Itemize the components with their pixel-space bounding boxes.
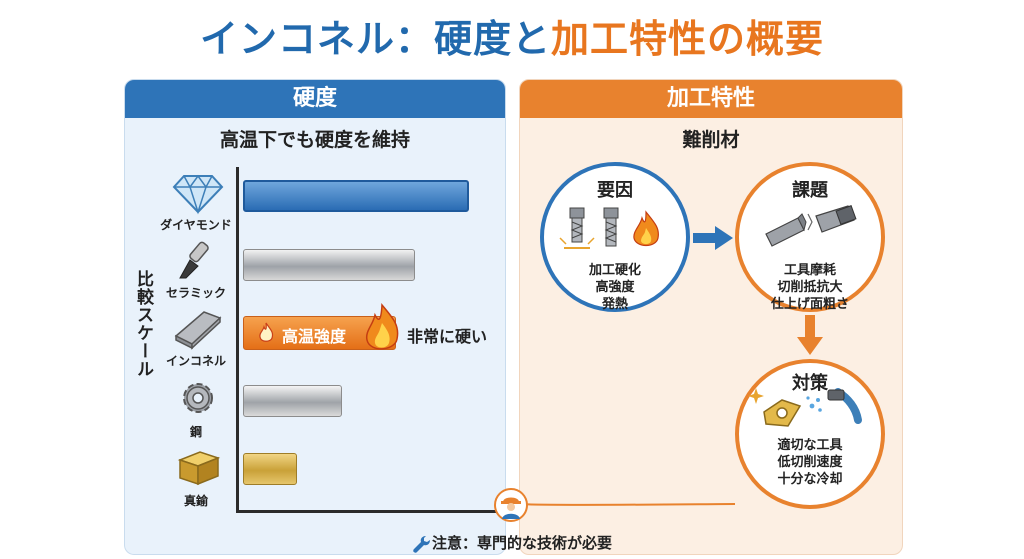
hardness-bar-brass: [243, 453, 297, 485]
hardness-bar-diamond: [243, 180, 469, 212]
fix-title: 対策: [792, 373, 828, 394]
cause-line-3: 発熱: [601, 297, 628, 312]
gear-icon: [183, 383, 213, 413]
footer-note: 注意：専門的な技術が必要: [0, 532, 1024, 554]
scale-label: 比較スケール: [133, 270, 153, 378]
issue-circle: [735, 162, 885, 312]
inconel-bar-text: 高温強度: [282, 327, 347, 346]
flame-icon-small: [259, 322, 274, 342]
material-label-inconel: インコネル: [165, 354, 226, 368]
connector-line: [519, 503, 736, 506]
fix-line-2: 低切削速度: [777, 455, 843, 470]
wrench-icon: [413, 535, 430, 553]
cause-lines: 加工硬化 高強度 発熱: [540, 262, 690, 313]
inconel-note: 非常に硬い: [407, 327, 488, 346]
footer-note-text: 注意：専門的な技術が必要: [431, 534, 612, 552]
material-label-ceramic: セラミック: [165, 286, 226, 300]
cause-title: 要因: [597, 180, 633, 201]
page-title: インコネル：硬度と加工特性の概要: [0, 8, 1024, 63]
fix-line-1: 適切な工具: [777, 438, 843, 453]
cause-line-2: 高強度: [595, 280, 635, 295]
material-label-steel: 鋼: [189, 425, 202, 439]
issue-line-2: 切削抵抗大: [777, 280, 843, 295]
issue-line-3: 仕上げ面粗さ: [770, 297, 849, 312]
material-label-brass: 真鍮: [183, 494, 208, 508]
issue-line-1: 工具摩耗: [783, 263, 836, 278]
machining-subtitle: 難削材: [682, 129, 740, 151]
title-part-2: 加工特性の概要: [551, 17, 825, 61]
ceramic-knife-icon: [179, 241, 209, 279]
flame-icon-large: [365, 303, 399, 350]
material-label-diamond: ダイヤモンド: [160, 218, 232, 232]
fix-lines: 適切な工具 低切削速度 十分な冷却: [735, 437, 885, 488]
chart-axis-vertical: [236, 167, 239, 512]
broken-tool-icon: [765, 205, 857, 247]
end-mill-heat-icon: [559, 207, 659, 249]
hardness-panel-header: 硬度: [125, 80, 505, 118]
hardness-bar-steel: [243, 385, 342, 417]
insert-coolant-icon: [748, 388, 862, 427]
brass-block-icon: [177, 451, 221, 486]
arrow-down-icon: [797, 315, 823, 355]
machining-panel-header: 加工特性: [520, 80, 902, 118]
chart-axis-horizontal: [236, 510, 504, 513]
cause-line-1: 加工硬化: [588, 263, 641, 278]
issue-lines: 工具摩耗 切削抵抗大 仕上げ面粗さ: [735, 262, 885, 313]
worker-icon: [494, 488, 528, 522]
fix-circle: [735, 359, 885, 509]
fix-line-3: 十分な冷却: [777, 472, 843, 487]
arrow-right-icon: [693, 226, 733, 250]
hardness-bar-ceramic: [243, 249, 415, 281]
hardness-subtitle: 高温下でも硬度を維持: [219, 129, 410, 151]
title-part-1: インコネル：硬度と: [199, 17, 551, 61]
diamond-icon: [172, 174, 224, 215]
issue-title: 課題: [792, 180, 828, 201]
metal-bar-icon: [174, 311, 222, 350]
